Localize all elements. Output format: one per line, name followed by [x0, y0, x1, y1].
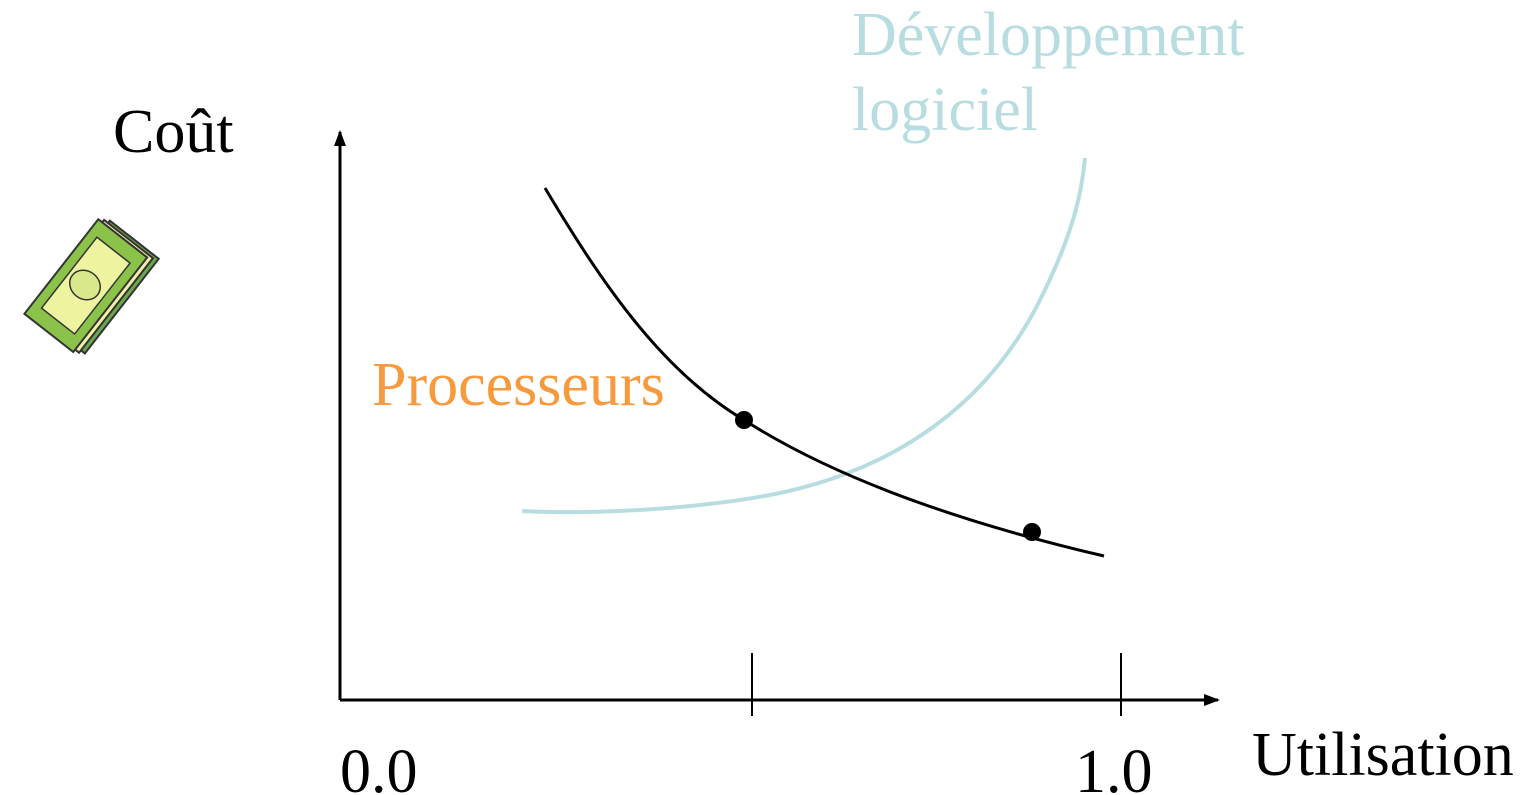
point [735, 411, 753, 429]
curve-label: Processeurs [372, 351, 665, 419]
y-axis-label: Coût [113, 98, 234, 166]
curve-label: logiciel [852, 76, 1038, 144]
money-icon [24, 215, 158, 359]
x-start-label: 0.0 [340, 738, 418, 795]
x-end-label: 1.0 [1075, 738, 1153, 795]
diagram: Coût Utilisation 0.0 1.0 Processeurs Dév… [0, 0, 1530, 795]
x-axis-label: Utilisation [1252, 721, 1514, 789]
point [1023, 523, 1041, 541]
page: {"axis": {"y_label": "Coût", "x_label": … [0, 0, 1530, 795]
curve-label: Développement [852, 1, 1245, 69]
software-curve [522, 158, 1085, 512]
